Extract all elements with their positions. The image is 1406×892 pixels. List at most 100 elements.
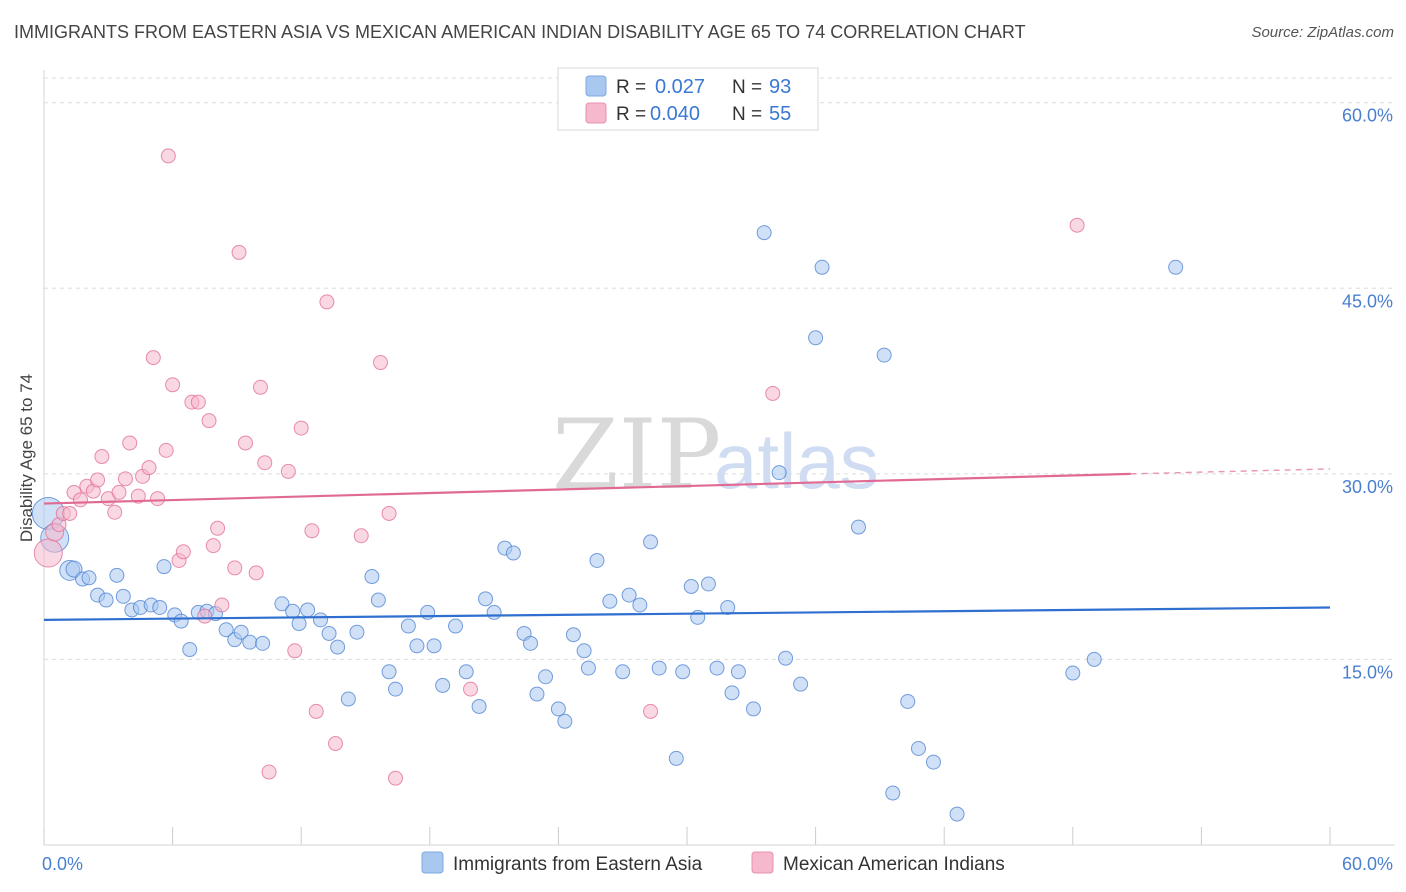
data-point — [643, 534, 659, 550]
data-point — [632, 597, 648, 613]
data-point — [261, 764, 277, 780]
data-point — [808, 330, 824, 346]
data-point — [81, 570, 97, 586]
data-point — [293, 420, 309, 436]
series-legend: Immigrants from Eastern Asia Mexican Ame… — [421, 851, 1005, 875]
data-point — [426, 638, 442, 654]
series-points-1 — [33, 148, 1085, 786]
stats-r-value-blue: 0.027 — [655, 76, 705, 98]
stats-r-value-pink: 0.040 — [650, 103, 700, 125]
data-point — [145, 350, 161, 366]
data-point — [72, 492, 88, 508]
data-point — [1069, 217, 1085, 233]
data-point — [602, 593, 618, 609]
watermark-zip: ZIP — [552, 399, 721, 511]
data-point — [435, 677, 451, 693]
data-point — [130, 488, 146, 504]
trend-line-0 — [43, 606, 1331, 621]
data-point — [683, 578, 699, 594]
data-point — [885, 785, 901, 801]
data-point — [448, 618, 464, 634]
chart-title: IMMIGRANTS FROM EASTERN ASIA VS MEXICAN … — [14, 22, 1026, 42]
data-point — [158, 442, 174, 458]
grid-layer — [44, 77, 1395, 660]
data-point — [651, 660, 667, 676]
data-point — [353, 528, 369, 544]
data-point — [565, 627, 581, 643]
data-point — [257, 455, 273, 471]
y-tick-label: 15.0% — [1342, 662, 1393, 682]
data-point — [850, 519, 866, 535]
data-point — [98, 592, 114, 608]
y-tick-label: 45.0% — [1342, 291, 1393, 311]
data-point — [910, 741, 926, 757]
points-layer — [31, 148, 1184, 822]
data-point — [210, 520, 226, 536]
data-point — [218, 622, 234, 638]
data-point — [349, 624, 365, 640]
stats-r-label-blue: R = — [616, 77, 646, 98]
data-point — [925, 754, 941, 770]
data-point — [814, 259, 830, 275]
data-point — [152, 599, 168, 615]
data-point — [160, 148, 176, 164]
data-point — [330, 639, 346, 655]
y-tick-label: 30.0% — [1342, 477, 1393, 497]
data-point — [190, 394, 206, 410]
data-point — [409, 638, 425, 654]
x-tick-label: 0.0% — [42, 854, 83, 874]
tick-layer: 15.0% 30.0% 45.0% 60.0% 0.0% 60.0% — [42, 106, 1393, 874]
data-point — [615, 664, 631, 680]
legend-swatch-mexican-american-indians — [751, 851, 774, 874]
data-point — [724, 685, 740, 701]
data-point — [280, 463, 296, 479]
data-point — [458, 664, 474, 680]
data-point — [115, 588, 131, 604]
data-point — [381, 664, 397, 680]
data-point — [388, 681, 404, 697]
data-point — [471, 698, 487, 714]
legend-label-eastern-asia: Immigrants from Eastern Asia — [453, 854, 703, 875]
data-point — [668, 750, 684, 766]
data-point — [242, 634, 258, 650]
series-points-0 — [31, 225, 1184, 822]
data-point — [291, 616, 307, 632]
data-point — [576, 643, 592, 659]
data-point — [175, 544, 191, 560]
data-point — [173, 613, 189, 629]
data-point — [111, 484, 127, 500]
data-point — [62, 505, 78, 521]
data-point — [300, 602, 316, 618]
watermark-atlas: atlas — [714, 417, 879, 505]
data-point — [643, 703, 659, 719]
data-point — [486, 604, 502, 620]
data-point — [141, 460, 157, 476]
data-point — [771, 465, 787, 481]
data-point — [720, 599, 736, 615]
watermark: ZIP atlas — [552, 399, 879, 511]
data-point — [529, 686, 545, 702]
data-point — [523, 635, 539, 651]
data-point — [381, 505, 397, 521]
data-point — [304, 523, 320, 539]
data-point — [201, 413, 217, 429]
data-point — [214, 597, 230, 613]
stats-legend: R = 0.027 N = 93 R = 0.040 N = 55 — [557, 67, 819, 131]
data-point — [373, 355, 389, 371]
data-point — [364, 569, 380, 585]
stats-swatch-pink — [585, 102, 607, 124]
y-tick-label: 60.0% — [1342, 106, 1393, 126]
legend-label-mexican-american-indians: Mexican American Indians — [783, 854, 1005, 875]
data-point — [675, 664, 691, 680]
data-point — [621, 587, 637, 603]
data-point — [1065, 665, 1081, 681]
trend-line-1 — [43, 472, 1131, 505]
data-point — [756, 225, 772, 241]
data-point — [197, 608, 213, 624]
data-point — [400, 618, 416, 634]
data-point — [227, 560, 243, 576]
data-point — [700, 576, 716, 592]
data-point — [557, 713, 573, 729]
data-point — [287, 643, 303, 659]
chart-source: Source: ZipAtlas.com — [1251, 24, 1394, 41]
